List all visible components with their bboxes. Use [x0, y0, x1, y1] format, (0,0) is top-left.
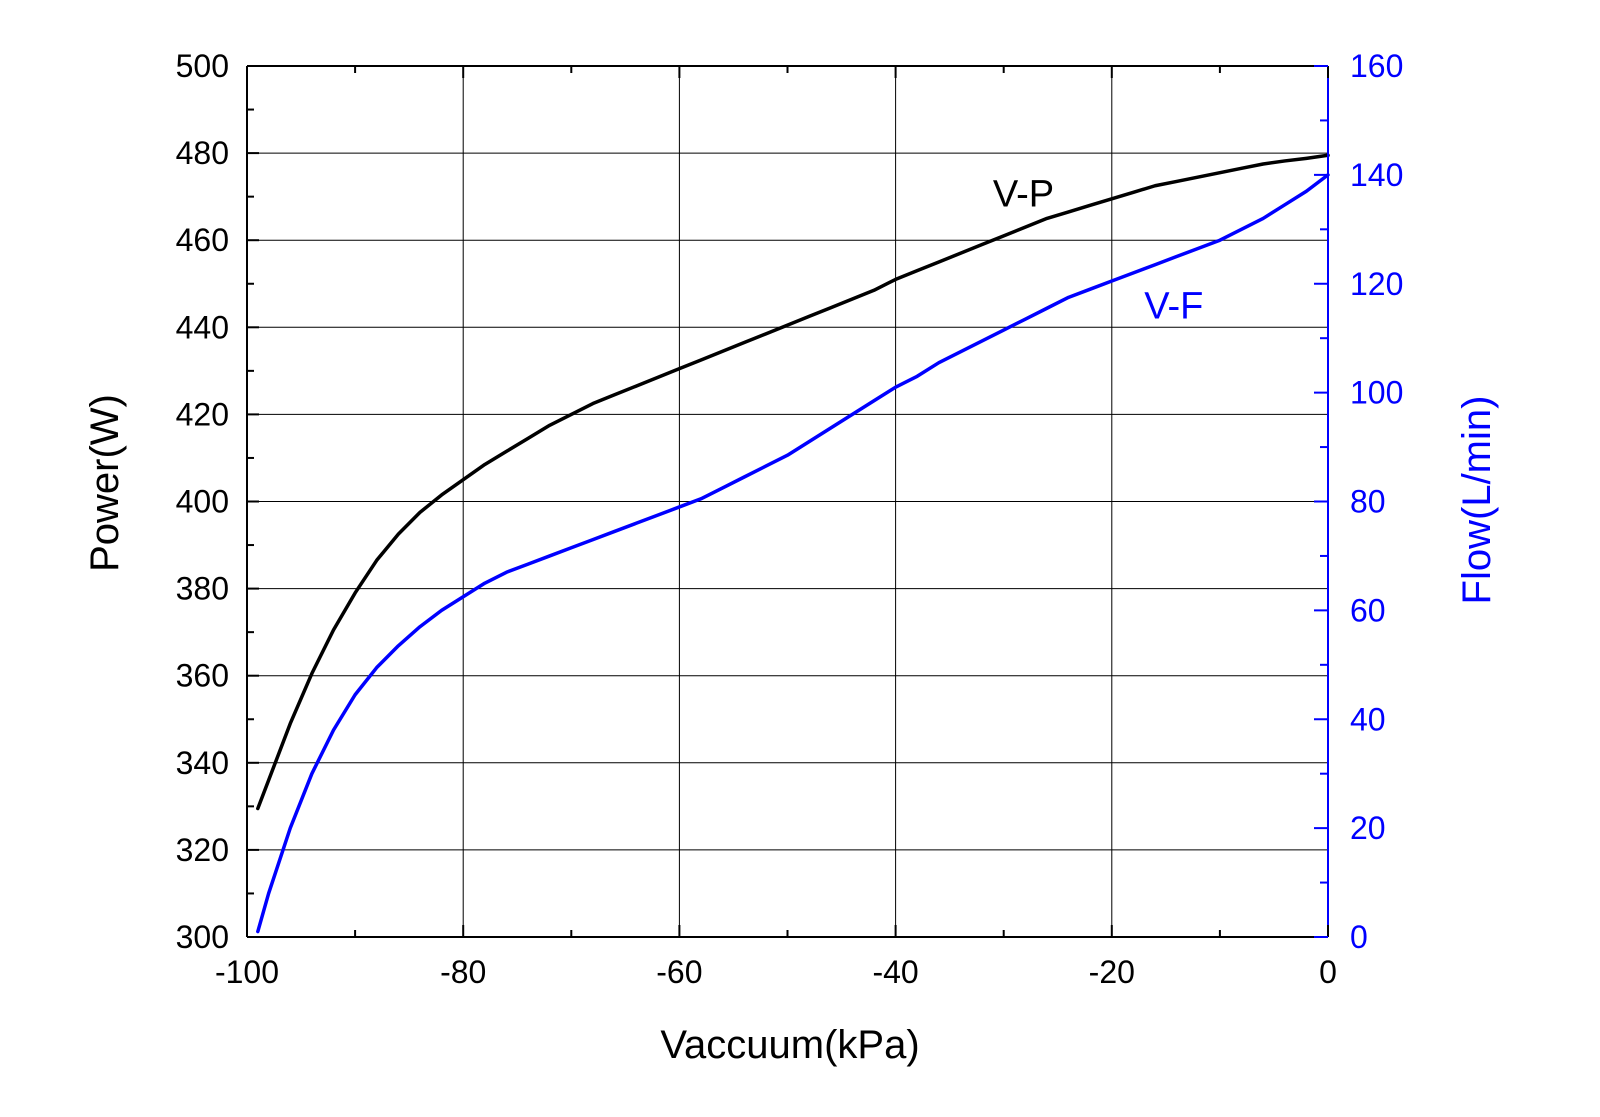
axes: [246, 65, 1329, 938]
y-left-tick-label: 460: [176, 222, 229, 258]
x-axis-title: Vaccuum(kPa): [660, 1023, 919, 1067]
y-left-tick-label: 380: [176, 571, 229, 607]
y-right-tick-label: 20: [1350, 810, 1386, 846]
x-tick-label: -40: [872, 954, 918, 990]
y-left-tick-label: 400: [176, 484, 229, 520]
y-left-tick-label: 300: [176, 919, 229, 955]
y-right-tick-label: 60: [1350, 592, 1386, 628]
y-left-tick-label: 360: [176, 658, 229, 694]
grid: [247, 66, 1328, 937]
y-left-tick-label: 420: [176, 396, 229, 432]
x-tick-label: 0: [1319, 954, 1337, 990]
y-left-tick-label: 320: [176, 832, 229, 868]
x-tick-label: -100: [215, 954, 279, 990]
x-tick-label: -80: [440, 954, 486, 990]
series-label-v-f: V-F: [1144, 285, 1203, 327]
y-right-tick-label: 160: [1350, 48, 1403, 84]
x-tick-label: -60: [656, 954, 702, 990]
y-right-tick-label: 120: [1350, 266, 1403, 302]
y-axis-left-title: Power(W): [83, 394, 127, 572]
y-left-tick-label: 340: [176, 745, 229, 781]
series-label-v-p: V-P: [993, 174, 1054, 216]
y-right-tick-label: 140: [1350, 157, 1403, 193]
y-axis-right-title: Flow(L/min): [1455, 396, 1499, 605]
y-right-tick-label: 100: [1350, 375, 1403, 411]
series-line-v-f: [256, 173, 1330, 934]
x-tick-label: -20: [1089, 954, 1135, 990]
y-right-tick-label: 0: [1350, 919, 1368, 955]
y-left-tick-label: 500: [176, 48, 229, 84]
series-group: [256, 153, 1330, 934]
y-left-tick-label: 480: [176, 135, 229, 171]
y-right-tick-label: 80: [1350, 484, 1386, 520]
tick-labels: -100 -80 -60 -40 -20 030032034036038040042044…: [176, 48, 1404, 990]
y-left-tick-label: 440: [176, 309, 229, 345]
series-line-v-p: [256, 153, 1330, 811]
y-right-tick-label: 40: [1350, 701, 1386, 737]
